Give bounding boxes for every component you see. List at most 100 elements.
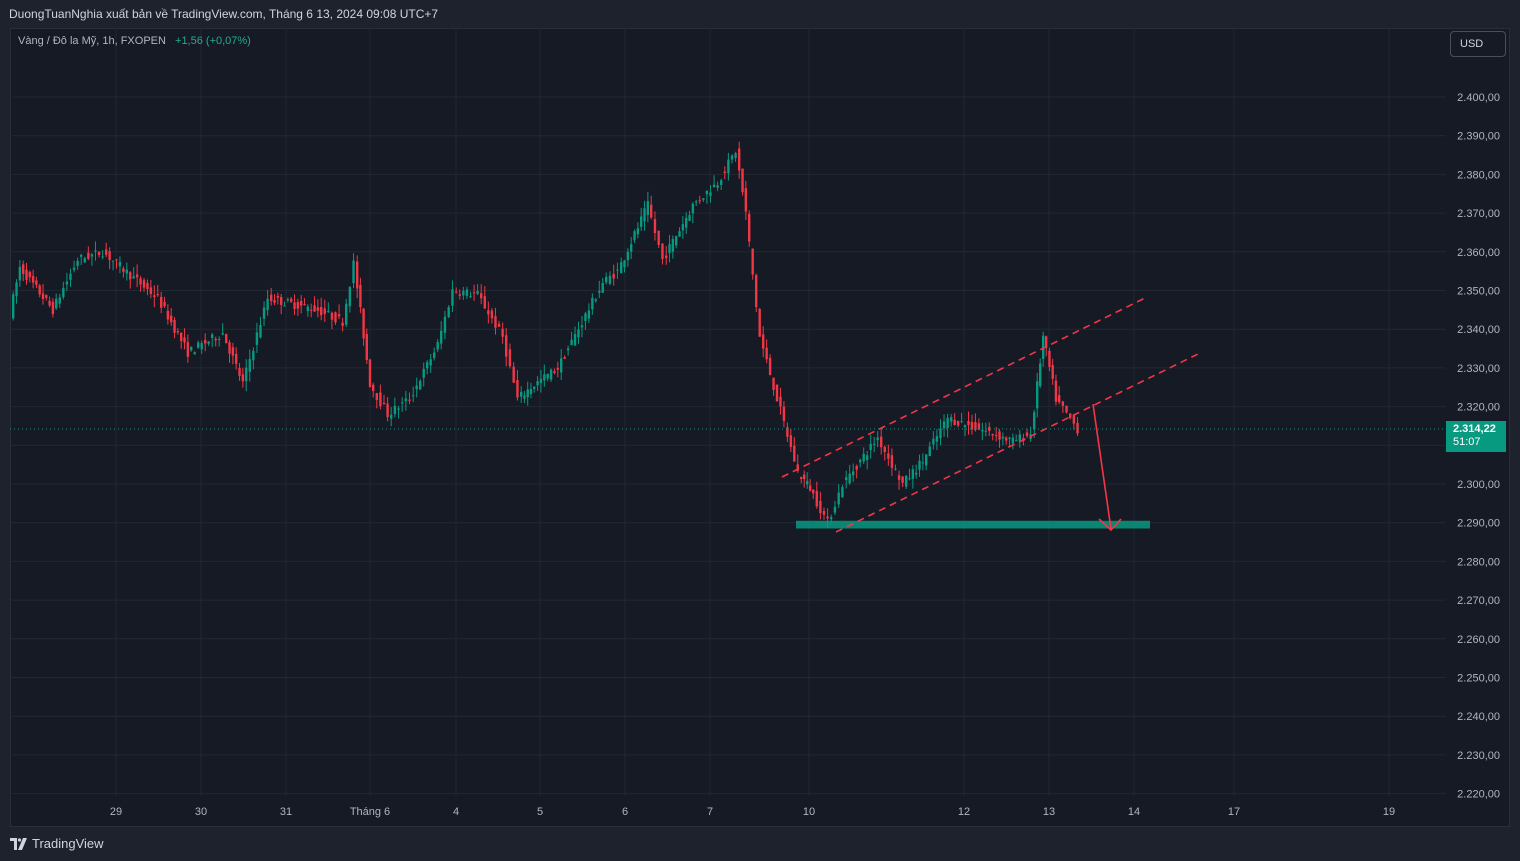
candle-body <box>566 348 570 351</box>
candle-body <box>691 203 695 214</box>
y-tick-label: 2.250,00 <box>1457 673 1500 685</box>
candle-body <box>352 260 355 284</box>
projection-arrow-head <box>1098 518 1122 532</box>
candle-body <box>533 386 536 389</box>
x-tick-label: 13 <box>1043 806 1055 818</box>
candle-body <box>283 305 286 307</box>
candle-body <box>200 343 203 350</box>
candle-body <box>228 342 231 354</box>
candle-body <box>897 475 901 480</box>
candle-body <box>939 428 942 439</box>
candle-body <box>520 391 523 397</box>
candle-body <box>908 478 911 480</box>
candle-body <box>845 477 848 481</box>
candle-body <box>1069 413 1072 419</box>
candle-body <box>626 251 630 261</box>
candle-body <box>62 287 65 298</box>
candle-body <box>678 231 681 237</box>
candle-body <box>765 347 768 360</box>
candle-body <box>977 423 981 430</box>
candle-body <box>880 436 883 448</box>
chart-area[interactable] <box>10 28 1510 827</box>
candle-body <box>594 299 598 301</box>
candle-body <box>848 473 851 484</box>
candle-body <box>238 368 241 376</box>
currency-button[interactable]: USD <box>1450 31 1506 57</box>
candle-body <box>259 324 262 338</box>
candle-body <box>956 420 960 426</box>
candle-body <box>101 256 104 258</box>
candle-body <box>320 307 323 316</box>
candle-body <box>408 399 411 401</box>
candle-body <box>671 239 675 252</box>
price-change: +1,56 (+0,07%) <box>175 35 251 47</box>
y-tick-label: 2.380,00 <box>1457 169 1500 181</box>
y-tick-label: 2.400,00 <box>1457 92 1500 104</box>
candle-body <box>984 430 988 432</box>
candle-body <box>539 378 543 384</box>
candle-body <box>991 433 994 436</box>
candle-body <box>404 398 408 402</box>
y-tick-label: 2.340,00 <box>1457 324 1500 336</box>
candle-body <box>826 516 829 519</box>
candle-body <box>436 342 439 350</box>
candle-body <box>675 236 678 246</box>
candle-body <box>932 438 935 445</box>
candle-body <box>643 208 646 222</box>
candle-body <box>94 250 97 252</box>
candle-body <box>118 261 122 267</box>
candle-body <box>426 362 429 369</box>
candle-body <box>646 201 650 216</box>
brand-label: TradingView <box>32 836 104 851</box>
candle-body <box>462 290 465 296</box>
candle-body <box>1008 437 1011 439</box>
candle-body <box>768 357 772 376</box>
y-tick-label: 2.280,00 <box>1457 556 1500 568</box>
candle-body <box>248 359 251 372</box>
candle-body <box>245 367 248 382</box>
candle-body <box>953 419 956 425</box>
x-tick-label: 31 <box>280 806 292 818</box>
candle-body <box>570 339 573 346</box>
candle-body <box>786 427 789 437</box>
candle-body <box>741 168 744 193</box>
candle-body <box>970 422 974 430</box>
candle-body <box>443 316 447 333</box>
candle-body <box>1033 412 1036 430</box>
candle-body <box>15 282 18 297</box>
drawings <box>781 297 1201 533</box>
candle-body <box>204 340 207 344</box>
candle-body <box>455 291 458 293</box>
candle-body <box>266 298 269 311</box>
candle-body <box>334 312 337 323</box>
candle-body <box>379 392 382 407</box>
candle-body <box>942 421 946 429</box>
candle-body <box>833 506 837 513</box>
candle-body <box>556 367 560 370</box>
candle-body <box>819 500 822 514</box>
candle-body <box>915 472 918 475</box>
candle-body <box>657 230 660 245</box>
candle-body <box>390 414 393 419</box>
candle-body <box>730 155 734 160</box>
x-tick-label: 5 <box>537 806 543 818</box>
bar-countdown: 51:07 <box>1453 436 1481 448</box>
chart-grid <box>10 28 1446 796</box>
candle-body <box>255 332 259 345</box>
candle-body <box>397 408 400 410</box>
candle-body <box>80 254 83 257</box>
candle-body <box>221 333 224 335</box>
x-tick-label: 4 <box>453 806 459 818</box>
candle-body <box>935 436 939 442</box>
candle-body <box>630 244 633 252</box>
candle-body <box>345 303 348 325</box>
tradingview-brand[interactable]: TradingView <box>10 836 104 851</box>
candle-body <box>129 272 132 280</box>
candle-body <box>337 314 341 317</box>
candle-body <box>494 316 497 328</box>
candle-body <box>90 254 94 257</box>
candle-body <box>433 352 436 359</box>
candle-body <box>108 251 111 261</box>
candle-body <box>620 262 623 274</box>
